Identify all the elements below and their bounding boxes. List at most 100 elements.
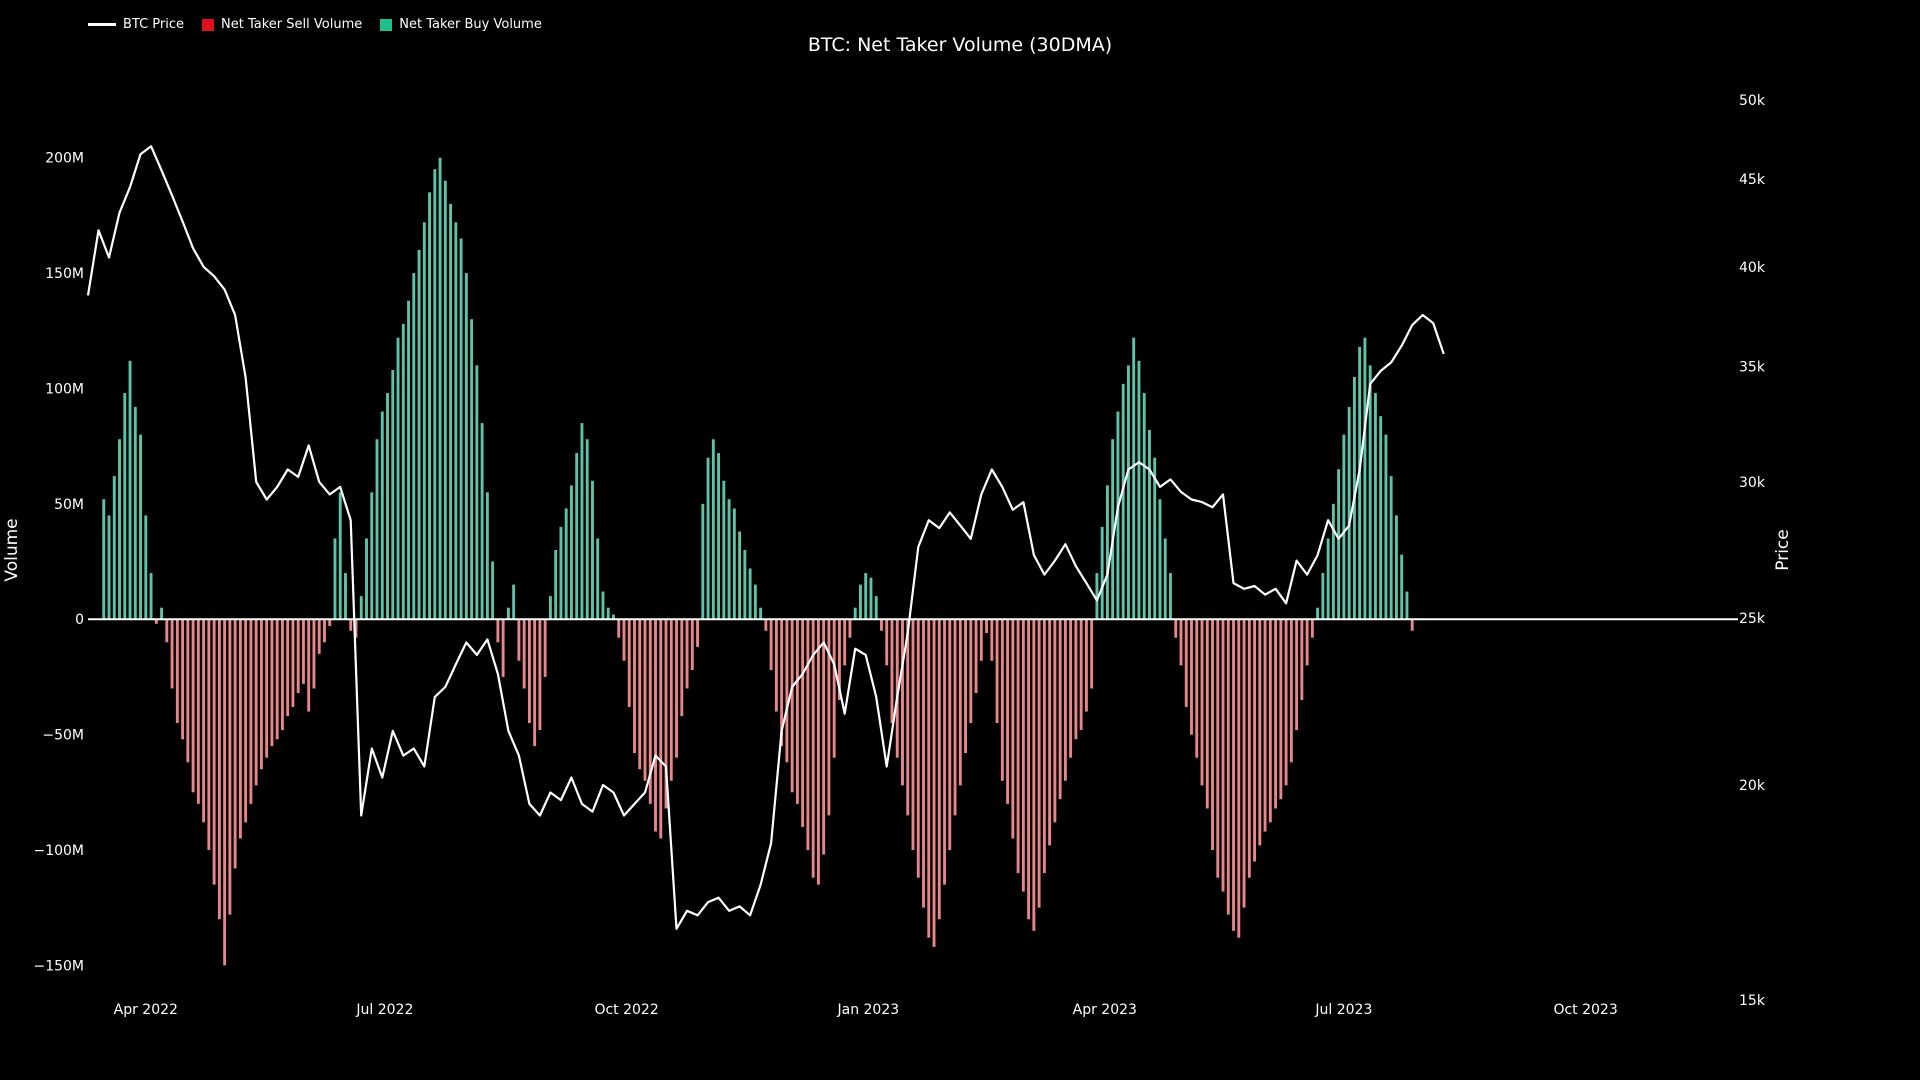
buy-volume-bar — [118, 439, 121, 620]
buy-volume-bar — [1116, 411, 1120, 620]
buy-volume-bar — [722, 480, 726, 620]
sell-volume-bar — [244, 619, 248, 823]
sell-volume-bar — [669, 619, 673, 781]
buy-volume-bar — [1368, 365, 1372, 620]
buy-volume-bar — [359, 596, 363, 620]
sell-volume-bar — [1006, 619, 1010, 804]
y-tick-label: −100M — [33, 843, 84, 859]
legend-price-label: BTC Price — [123, 17, 185, 32]
sell-volume-bar — [233, 619, 237, 869]
y-axis-title: Volume — [2, 518, 22, 581]
buy-volume-bar — [391, 370, 395, 620]
buy-volume-bar — [1316, 607, 1320, 620]
sell-volume-bar — [816, 619, 820, 885]
buy-volume-bar — [606, 607, 610, 620]
sell-volume-bar — [1216, 619, 1220, 878]
sell-volume-bar — [927, 619, 931, 938]
sell-volume-bar — [1016, 619, 1020, 874]
buy-volume-bar — [112, 476, 116, 620]
sell-volume-bar — [790, 619, 794, 793]
legend-item-sell[interactable]: Net Taker Sell Volume — [202, 17, 362, 32]
sell-volume-bar — [1253, 619, 1257, 862]
buy-volume-bar — [133, 406, 137, 620]
sell-volume-bar — [696, 619, 699, 647]
sell-volume-bar — [911, 619, 915, 850]
buy-volume-bar — [1105, 485, 1109, 620]
buy-volume-bar — [1127, 365, 1130, 620]
buy-volume-bar — [338, 492, 342, 620]
buy-volume-bar — [333, 538, 337, 620]
buy-volume-bar — [428, 192, 432, 620]
buy-volume-bar — [853, 607, 857, 620]
sell-volume-bar — [1179, 619, 1183, 666]
sell-volume-bar — [538, 619, 542, 730]
y2-tick-label: 30k — [1739, 475, 1766, 491]
sell-volume-bar — [175, 619, 179, 724]
buy-volume-bar — [591, 480, 594, 620]
sell-volume-bar — [806, 619, 810, 850]
sell-volume-bar — [843, 619, 847, 666]
sell-volume-bar — [191, 619, 195, 793]
buy-volume-bar — [438, 157, 442, 620]
sell-volume-bar — [1063, 619, 1067, 781]
legend-item-price[interactable]: BTC Price — [88, 17, 184, 32]
buy-volume-bar — [107, 515, 111, 620]
sell-volume-bar — [1195, 619, 1199, 758]
y-tick-label: 200M — [45, 151, 84, 167]
sell-volume-bar — [995, 619, 999, 724]
y2-tick-label: 40k — [1739, 260, 1766, 276]
sell-volume-bar — [1242, 619, 1246, 908]
sell-volume-bar — [196, 619, 200, 804]
buy-volume-bar — [470, 319, 474, 620]
y-tick-label: 100M — [45, 381, 84, 397]
sell-volume-bar — [1295, 619, 1299, 730]
buy-volume-bar — [1342, 434, 1346, 620]
buy-volume-bar — [612, 614, 615, 620]
sell-volume-bar — [990, 619, 994, 661]
buy-volume-bar — [548, 596, 552, 620]
legend-sell-label: Net Taker Sell Volume — [221, 17, 363, 32]
sell-volume-bar — [1069, 619, 1073, 758]
sell-volume-bar — [627, 619, 631, 707]
buy-volume-bar — [1405, 591, 1409, 620]
buy-volume-bar — [480, 423, 484, 620]
sell-volume-bar — [974, 619, 978, 694]
sell-volume-bar — [1205, 619, 1209, 809]
sell-volume-bar — [275, 619, 279, 740]
x-axis-ticks: Apr 2022 Jul 2022 Oct 2022 Jan 2023 Apr 2023… — [114, 1002, 1618, 1018]
buy-volume-bar — [569, 485, 573, 620]
sell-volume-bar — [543, 619, 547, 677]
sell-volume-bar — [906, 619, 910, 816]
buy-volume-bar — [139, 434, 142, 620]
buy-volume-bar — [512, 584, 516, 620]
buy-volume-bar — [1132, 337, 1136, 620]
y-tick-label: 150M — [45, 266, 84, 282]
sell-volume-bar — [1032, 619, 1036, 931]
buy-volume-bar — [1384, 434, 1388, 620]
sell-volume-bar — [1074, 619, 1078, 740]
buy-volume-bar — [738, 531, 742, 620]
buy-volume-bar — [864, 573, 868, 620]
sell-volume-bar — [1200, 619, 1204, 786]
sell-volume-bar — [527, 619, 531, 724]
buy-volume-bar — [564, 508, 568, 620]
y-tick-label: 50M — [54, 497, 84, 513]
sell-volume-bar — [848, 619, 852, 638]
buy-volume-bar — [401, 323, 405, 620]
sell-volume-bar — [1232, 619, 1235, 931]
buy-volume-bar — [370, 492, 374, 620]
legend-item-buy[interactable]: Net Taker Buy Volume — [380, 17, 542, 32]
buy-volume-bar — [396, 337, 400, 620]
buy-volume-bar — [128, 360, 132, 620]
sell-volume-bar — [312, 619, 316, 689]
legend: BTC Price Net Taker Sell Volume Net Take… — [88, 17, 542, 32]
sell-volume-bar — [1027, 619, 1031, 920]
sell-volume-bar — [811, 619, 815, 878]
buy-volume-bar — [748, 568, 752, 620]
buy-volume-bar — [743, 550, 747, 620]
sell-volume-bar — [1310, 619, 1314, 638]
sell-volume-bar — [985, 619, 989, 634]
sell-volume-bar — [937, 619, 941, 920]
buy-volume-bar — [1163, 538, 1167, 620]
sell-volume-bar — [617, 619, 621, 638]
